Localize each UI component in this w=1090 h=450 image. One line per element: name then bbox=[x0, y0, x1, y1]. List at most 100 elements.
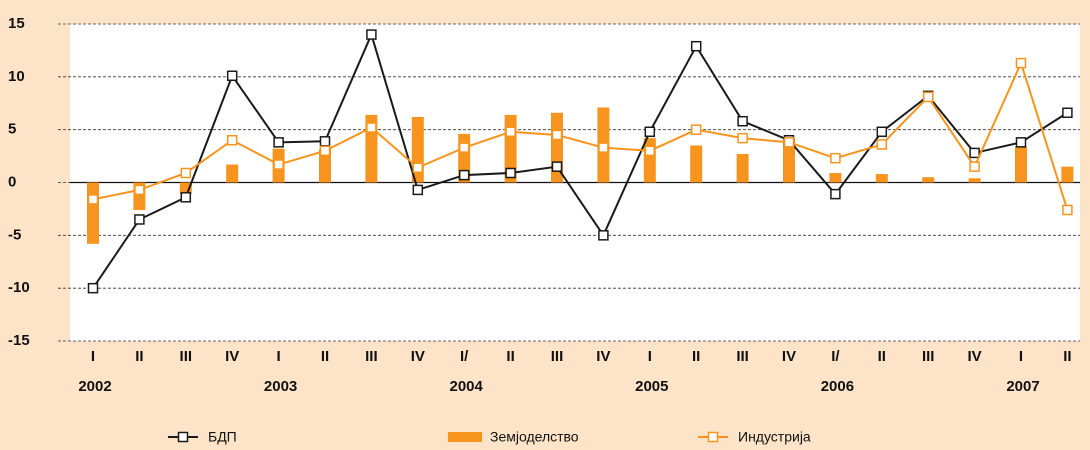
marker bbox=[598, 230, 609, 241]
marker bbox=[690, 124, 702, 135]
y-tick-label: 10 bbox=[8, 68, 25, 85]
marker bbox=[969, 147, 980, 159]
marker bbox=[273, 137, 284, 148]
marker bbox=[366, 29, 377, 40]
marker bbox=[458, 169, 470, 181]
x-tick-label: III bbox=[551, 348, 564, 365]
marker bbox=[1062, 204, 1073, 216]
marker bbox=[1015, 137, 1027, 148]
marker bbox=[830, 152, 841, 164]
marker bbox=[505, 167, 516, 179]
bar bbox=[922, 177, 935, 183]
marker bbox=[458, 142, 470, 153]
year-label: 2002 bbox=[78, 378, 111, 395]
line bbox=[92, 60, 1069, 211]
x-tick-label: II bbox=[135, 348, 143, 365]
x-tick-label: I/ bbox=[831, 348, 840, 365]
x-tick-label: III bbox=[365, 348, 378, 365]
marker bbox=[644, 126, 656, 138]
x-tick-label: III bbox=[180, 348, 193, 365]
marker bbox=[366, 122, 377, 133]
y-tick-label: 15 bbox=[8, 15, 25, 32]
x-tick-label: III bbox=[736, 348, 749, 365]
marker bbox=[1062, 107, 1073, 119]
marker bbox=[551, 129, 563, 141]
legend-marker bbox=[707, 431, 719, 443]
legend-marker bbox=[177, 431, 189, 443]
marker bbox=[551, 161, 563, 172]
x-tick-label: I bbox=[648, 348, 652, 365]
x-tick-label: II bbox=[878, 348, 886, 365]
marker bbox=[598, 142, 609, 153]
legend-swatch bbox=[448, 432, 482, 442]
bar bbox=[504, 114, 517, 183]
bar bbox=[829, 172, 842, 183]
x-tick-label: I bbox=[91, 348, 95, 365]
y-tick-label: -10 bbox=[8, 279, 30, 296]
x-tick-label: IV bbox=[411, 348, 425, 365]
bar bbox=[968, 178, 981, 183]
marker bbox=[180, 167, 192, 179]
marker bbox=[87, 282, 99, 294]
x-tick-label: I bbox=[277, 348, 281, 365]
marker bbox=[922, 91, 934, 103]
bar bbox=[319, 148, 331, 183]
x-tick-label: III bbox=[922, 348, 935, 365]
marker bbox=[876, 139, 888, 150]
bar bbox=[643, 138, 656, 183]
y-tick-label: 5 bbox=[8, 121, 16, 138]
marker bbox=[134, 214, 145, 225]
y-tick-label: 0 bbox=[8, 173, 16, 190]
bar bbox=[1061, 166, 1074, 183]
bar bbox=[87, 182, 99, 244]
bar bbox=[1015, 146, 1027, 183]
x-tick-label: IV bbox=[225, 348, 239, 365]
marker bbox=[505, 126, 516, 138]
marker bbox=[969, 161, 980, 172]
marker bbox=[180, 192, 192, 203]
year-label: 2007 bbox=[1006, 378, 1039, 395]
marker bbox=[876, 126, 888, 138]
x-tick-label: IV bbox=[596, 348, 610, 365]
marker bbox=[412, 184, 424, 196]
x-tick-label: I bbox=[1019, 348, 1023, 365]
year-label: 2005 bbox=[635, 378, 668, 395]
marker bbox=[87, 194, 99, 205]
line bbox=[92, 31, 1068, 289]
x-tick-label: II bbox=[1063, 348, 1071, 365]
y-tick-label: -5 bbox=[8, 226, 21, 243]
legend-label: Земјоделство bbox=[490, 429, 579, 445]
marker bbox=[737, 132, 748, 144]
marker bbox=[644, 145, 656, 157]
marker bbox=[273, 159, 284, 170]
marker bbox=[737, 115, 748, 127]
marker bbox=[830, 188, 841, 200]
bar bbox=[179, 182, 192, 195]
y-tick-label: -15 bbox=[8, 332, 30, 349]
marker bbox=[412, 162, 424, 173]
legend-label: Индустрија bbox=[738, 429, 811, 445]
bar bbox=[226, 164, 239, 183]
marker bbox=[134, 184, 145, 196]
bar bbox=[783, 138, 795, 183]
marker bbox=[690, 40, 702, 52]
legend-label: БДП bbox=[208, 429, 237, 445]
marker bbox=[1015, 57, 1027, 69]
marker bbox=[226, 134, 238, 146]
x-tick-label: II bbox=[506, 348, 514, 365]
marker bbox=[319, 145, 331, 157]
year-label: 2003 bbox=[264, 378, 297, 395]
x-tick-label: IV bbox=[968, 348, 982, 365]
x-tick-label: II bbox=[321, 348, 329, 365]
year-label: 2004 bbox=[450, 378, 484, 395]
bar bbox=[875, 174, 888, 183]
marker bbox=[319, 136, 331, 147]
marker bbox=[226, 70, 238, 82]
marker bbox=[783, 137, 795, 148]
bar bbox=[690, 145, 703, 183]
x-tick-label: I/ bbox=[460, 348, 469, 365]
bar bbox=[736, 153, 749, 183]
x-tick-label: II bbox=[692, 348, 700, 365]
x-tick-label: IV bbox=[782, 348, 796, 365]
